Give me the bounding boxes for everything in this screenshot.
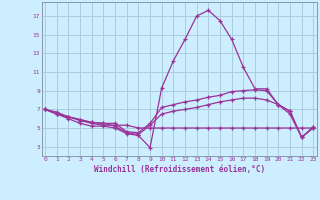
X-axis label: Windchill (Refroidissement éolien,°C): Windchill (Refroidissement éolien,°C) [94,165,265,174]
